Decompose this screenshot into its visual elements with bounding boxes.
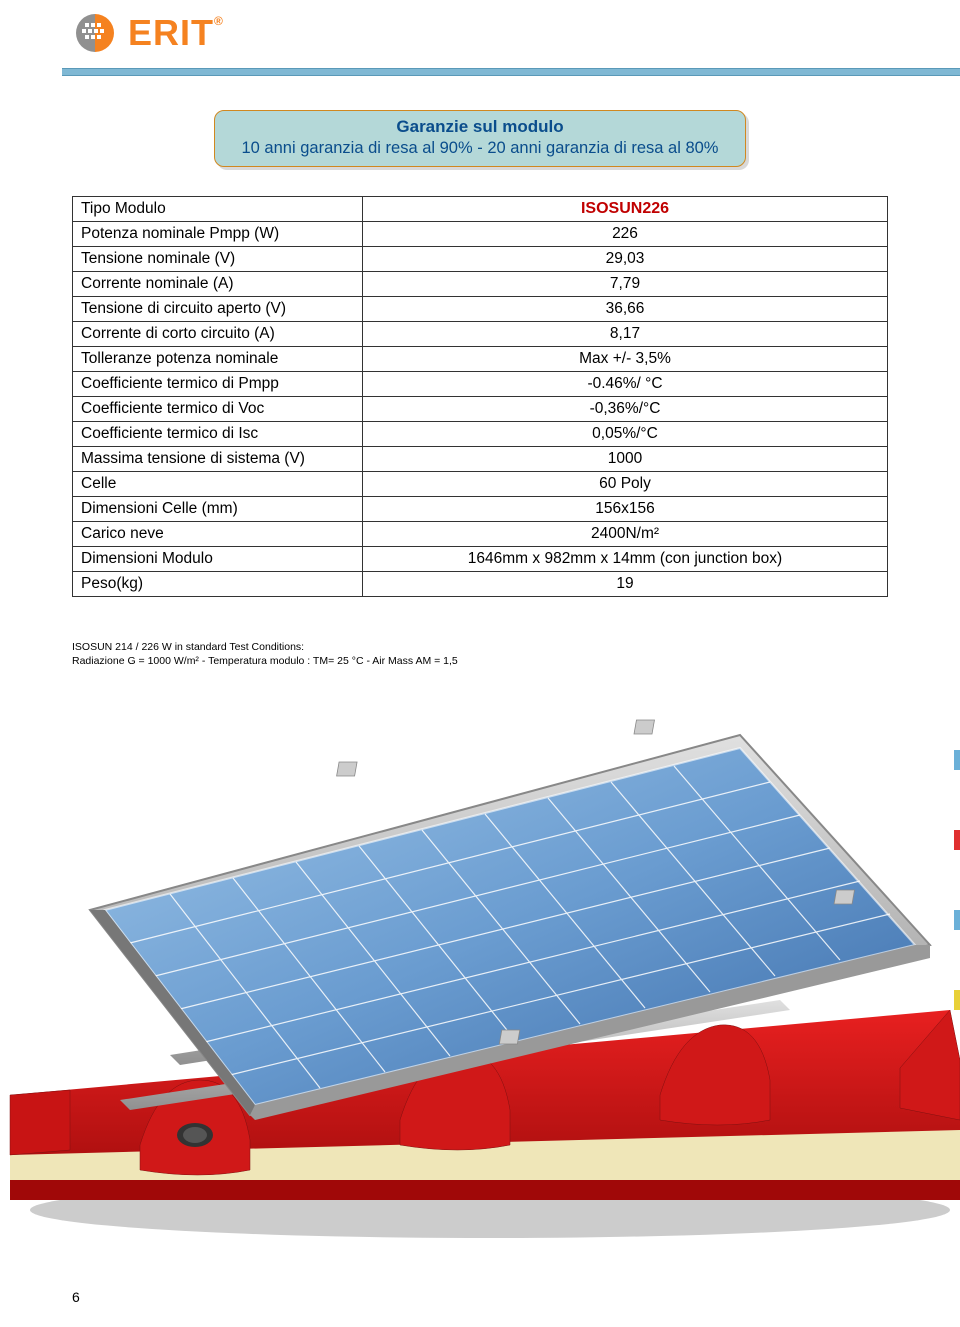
table-row: Tolleranze potenza nominaleMax +/- 3,5% xyxy=(73,347,888,372)
table-row: Dimensioni Celle (mm)156x156 xyxy=(73,497,888,522)
footnote: ISOSUN 214 / 226 W in standard Test Cond… xyxy=(72,640,458,668)
table-row: Tensione nominale (V)29,03 xyxy=(73,247,888,272)
logo-name: ERIT xyxy=(128,12,214,53)
row-label: Dimensioni Modulo xyxy=(73,547,363,572)
row-label: Tensione nominale (V) xyxy=(73,247,363,272)
row-value: 226 xyxy=(363,222,888,247)
table-row: Carico neve2400N/m² xyxy=(73,522,888,547)
table-row: Coefficiente termico di Pmpp-0.46%/ °C xyxy=(73,372,888,397)
row-value: 8,17 xyxy=(363,322,888,347)
row-value: -0.46%/ °C xyxy=(363,372,888,397)
table-row: Corrente nominale (A)7,79 xyxy=(73,272,888,297)
row-value: -0,36%/°C xyxy=(363,397,888,422)
footnote-line1: ISOSUN 214 / 226 W in standard Test Cond… xyxy=(72,640,458,654)
right-edge-tabs xyxy=(954,690,960,1270)
table-row: Celle60 Poly xyxy=(73,472,888,497)
header-rule xyxy=(62,68,960,76)
table-row: Coefficiente termico di Voc-0,36%/°C xyxy=(73,397,888,422)
table-row: Tensione di circuito aperto (V)36,66 xyxy=(73,297,888,322)
solar-panel-illustration xyxy=(0,700,960,1260)
table-row: Coefficiente termico di Isc0,05%/°C xyxy=(73,422,888,447)
table-row: Potenza nominale Pmpp (W)226 xyxy=(73,222,888,247)
footnote-line2: Radiazione G = 1000 W/m² - Temperatura m… xyxy=(72,654,458,668)
row-label: Coefficiente termico di Pmpp xyxy=(73,372,363,397)
spec-table: Tipo Modulo ISOSUN226 Potenza nominale P… xyxy=(72,196,888,597)
row-value: 36,66 xyxy=(363,297,888,322)
row-value: 2400N/m² xyxy=(363,522,888,547)
table-header-label: Tipo Modulo xyxy=(73,197,363,222)
row-label: Coefficiente termico di Voc xyxy=(73,397,363,422)
row-label: Massima tensione di sistema (V) xyxy=(73,447,363,472)
logo-icon xyxy=(72,10,118,56)
guarantee-box: Garanzie sul modulo 10 anni garanzia di … xyxy=(214,110,746,167)
logo-text: ERIT® xyxy=(128,12,224,54)
row-value: 0,05%/°C xyxy=(363,422,888,447)
row-value: 1000 xyxy=(363,447,888,472)
table-header-value: ISOSUN226 xyxy=(363,197,888,222)
table-row: Massima tensione di sistema (V)1000 xyxy=(73,447,888,472)
row-label: Potenza nominale Pmpp (W) xyxy=(73,222,363,247)
row-value: Max +/- 3,5% xyxy=(363,347,888,372)
row-value: 7,79 xyxy=(363,272,888,297)
row-value: 29,03 xyxy=(363,247,888,272)
row-label: Corrente di corto circuito (A) xyxy=(73,322,363,347)
table-header-row: Tipo Modulo ISOSUN226 xyxy=(73,197,888,222)
row-label: Carico neve xyxy=(73,522,363,547)
guarantee-title: Garanzie sul modulo xyxy=(225,117,735,137)
row-label: Corrente nominale (A) xyxy=(73,272,363,297)
row-value: 60 Poly xyxy=(363,472,888,497)
row-value: 1646mm x 982mm x 14mm (con junction box) xyxy=(363,547,888,572)
logo: ERIT® xyxy=(72,10,224,56)
row-label: Peso(kg) xyxy=(73,572,363,597)
guarantee-subtitle: 10 anni garanzia di resa al 90% - 20 ann… xyxy=(225,139,735,158)
row-value: 156x156 xyxy=(363,497,888,522)
table-row: Dimensioni Modulo1646mm x 982mm x 14mm (… xyxy=(73,547,888,572)
row-label: Tensione di circuito aperto (V) xyxy=(73,297,363,322)
row-label: Tolleranze potenza nominale xyxy=(73,347,363,372)
logo-reg: ® xyxy=(214,14,224,28)
table-row: Corrente di corto circuito (A)8,17 xyxy=(73,322,888,347)
page-number: 6 xyxy=(72,1289,80,1305)
row-label: Celle xyxy=(73,472,363,497)
table-row: Peso(kg)19 xyxy=(73,572,888,597)
row-label: Dimensioni Celle (mm) xyxy=(73,497,363,522)
row-value: 19 xyxy=(363,572,888,597)
row-label: Coefficiente termico di Isc xyxy=(73,422,363,447)
